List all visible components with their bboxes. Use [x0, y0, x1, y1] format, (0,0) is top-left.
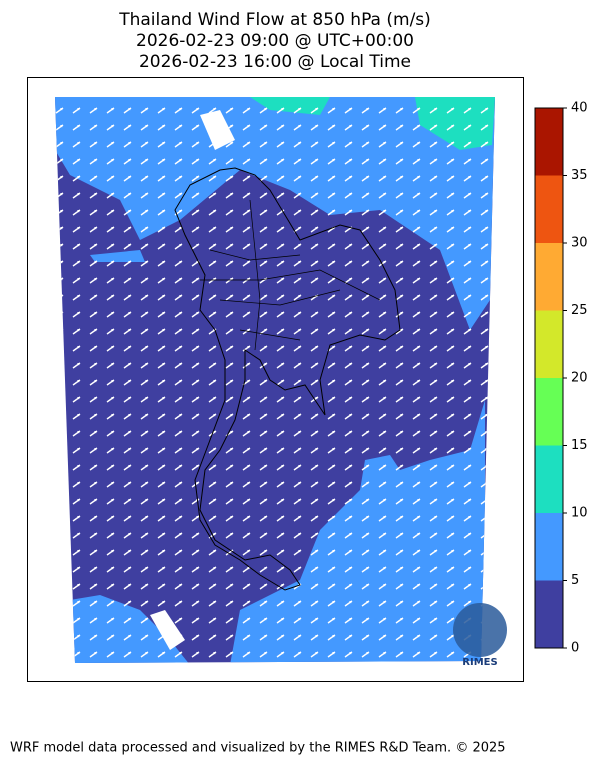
- colorbar-segment: [535, 445, 563, 513]
- title-line: Thailand Wind Flow at 850 hPa (m/s): [118, 10, 431, 30]
- colorbar-tick-label: 35: [571, 168, 588, 183]
- logo-emblem: [453, 603, 507, 657]
- wind-map: [55, 97, 495, 663]
- colorbar-segment: [535, 378, 563, 446]
- province-borders: [200, 199, 381, 351]
- colorbar-tick-label: 10: [571, 506, 588, 521]
- footer: WRF model data processed and visualized …: [10, 741, 506, 756]
- wind-arrows: [55, 97, 495, 663]
- colorbar-segment: [535, 108, 563, 176]
- colorbar-tick-label: 20: [571, 371, 588, 386]
- colorbar-segment: [535, 243, 563, 311]
- map-frame: [27, 77, 524, 682]
- colorbar-tick-label: 5: [571, 573, 579, 588]
- colorbar-segment: [535, 513, 563, 581]
- colorbar-tick-label: 30: [571, 236, 588, 251]
- title-line: 2026-02-23 09:00 @ UTC+00:00: [136, 31, 414, 51]
- colorbar-tick-label: 0: [571, 641, 579, 656]
- colorbar-segment: [535, 580, 563, 648]
- colorbar-segment: [535, 175, 563, 243]
- country-outline: [174, 167, 401, 591]
- logo: RIMES: [453, 603, 507, 668]
- colorbar-tick-label: 15: [571, 438, 588, 453]
- colorbar-segment: [535, 310, 563, 378]
- colorbar: 0 5 10 15 20 25 30 35 40: [534, 101, 588, 656]
- colorbar-tick-label: 40: [571, 101, 588, 116]
- colorbar-tick-label: 25: [571, 303, 588, 318]
- title-line: 2026-02-23 16:00 @ Local Time: [139, 52, 411, 72]
- logo-text: RIMES: [462, 657, 497, 668]
